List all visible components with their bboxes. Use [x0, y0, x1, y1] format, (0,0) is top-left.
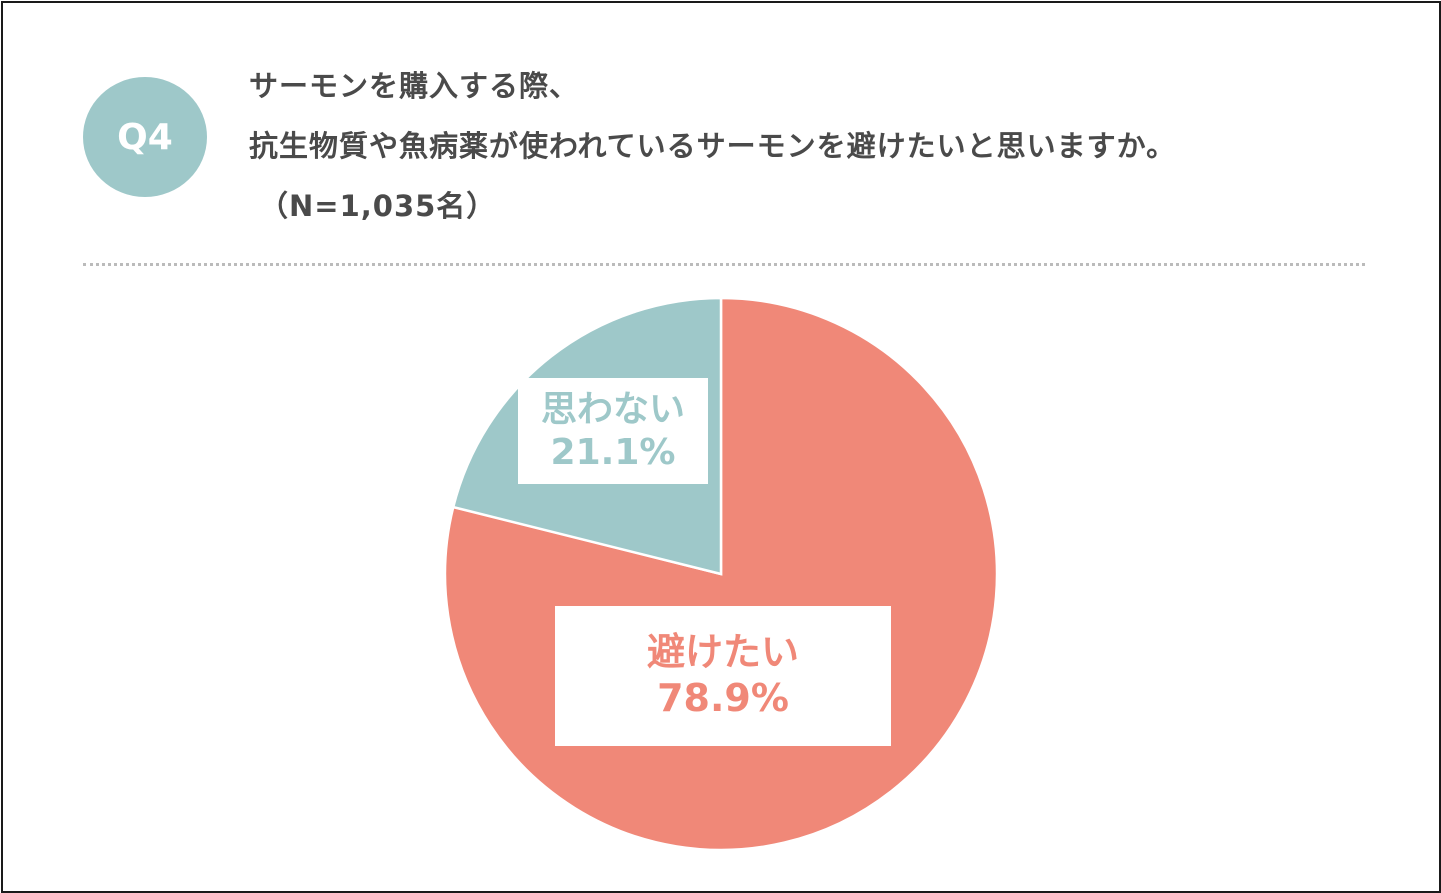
- question-text-line-1: サーモンを購入する際、: [249, 69, 580, 103]
- question-number-badge: Q4: [83, 77, 207, 197]
- slice-label-avoid: 避けたい 78.9%: [555, 606, 891, 746]
- slice-label-avoid-name: 避けたい: [646, 630, 799, 675]
- sample-size: （N=1,035名）: [259, 189, 497, 223]
- question-number: Q4: [117, 116, 173, 158]
- question-text-line-2: 抗生物質や魚病薬が使われているサーモンを避けたいと思いますか。: [249, 129, 1177, 163]
- slice-label-not-think-value: 21.1%: [550, 432, 676, 473]
- slice-label-not-think: 思わない 21.1%: [518, 378, 708, 484]
- dotted-divider: [83, 263, 1365, 266]
- slice-label-avoid-value: 78.9%: [657, 676, 789, 720]
- slice-label-not-think-name: 思わない: [540, 388, 685, 430]
